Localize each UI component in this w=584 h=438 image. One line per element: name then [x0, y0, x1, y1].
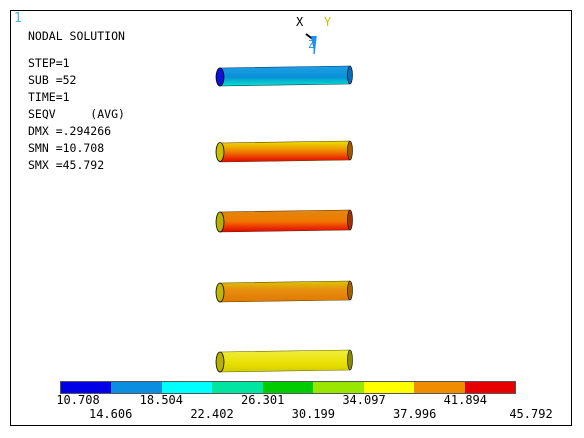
- info-smn: SMN =10.708: [28, 141, 105, 155]
- legend-tick-label: 22.402: [190, 407, 234, 421]
- legend-color-band: [61, 382, 112, 393]
- legend-tick-label: 10.708: [56, 393, 100, 407]
- triad-y-label: Y: [324, 15, 332, 29]
- beam-2: [215, 140, 353, 163]
- beam-4: [215, 280, 353, 303]
- contour-legend-bar: [60, 381, 516, 394]
- info-step: STEP=1: [28, 56, 70, 70]
- legend-tick-label: 45.792: [509, 407, 553, 421]
- legend-color-band: [212, 382, 263, 393]
- beam-1: [215, 65, 353, 87]
- legend-color-band: [111, 382, 162, 393]
- beam-5: [215, 349, 353, 373]
- legend-tick-label: 37.996: [392, 407, 437, 421]
- axis-triad: X Y Z: [292, 14, 342, 60]
- legend-tick-label: 14.606: [88, 407, 133, 421]
- legend-color-band: [363, 382, 415, 393]
- beam-3: [215, 209, 353, 233]
- legend-tick-label: 30.199: [291, 407, 336, 421]
- legend-color-band: [414, 382, 465, 393]
- info-title: NODAL SOLUTION: [28, 29, 125, 43]
- legend-tick-label: 18.504: [139, 393, 184, 407]
- info-smx: SMX =45.792: [28, 158, 105, 172]
- legend-tick-label: 26.301: [240, 393, 285, 407]
- info-time: TIME=1: [28, 90, 70, 104]
- solution-info-block: NODAL SOLUTION STEP=1 SUB =52 TIME=1 SEQ…: [28, 28, 125, 174]
- legend-tick-label: 41.894: [443, 393, 488, 407]
- triad-x-label: X: [296, 15, 304, 29]
- info-seqv: SEQV (AVG): [28, 107, 125, 121]
- triad-z-label: Z: [308, 38, 315, 51]
- window-number: 1: [14, 11, 22, 26]
- triad-arrows-icon: [305, 33, 317, 55]
- legend-tick-label: 34.097: [342, 393, 386, 407]
- legend-color-band: [464, 382, 515, 393]
- legend-color-band: [161, 382, 213, 393]
- info-dmx: DMX =.294266: [28, 124, 112, 138]
- legend-color-band: [262, 382, 314, 393]
- legend-color-band: [313, 382, 364, 393]
- info-sub: SUB =52: [28, 73, 77, 87]
